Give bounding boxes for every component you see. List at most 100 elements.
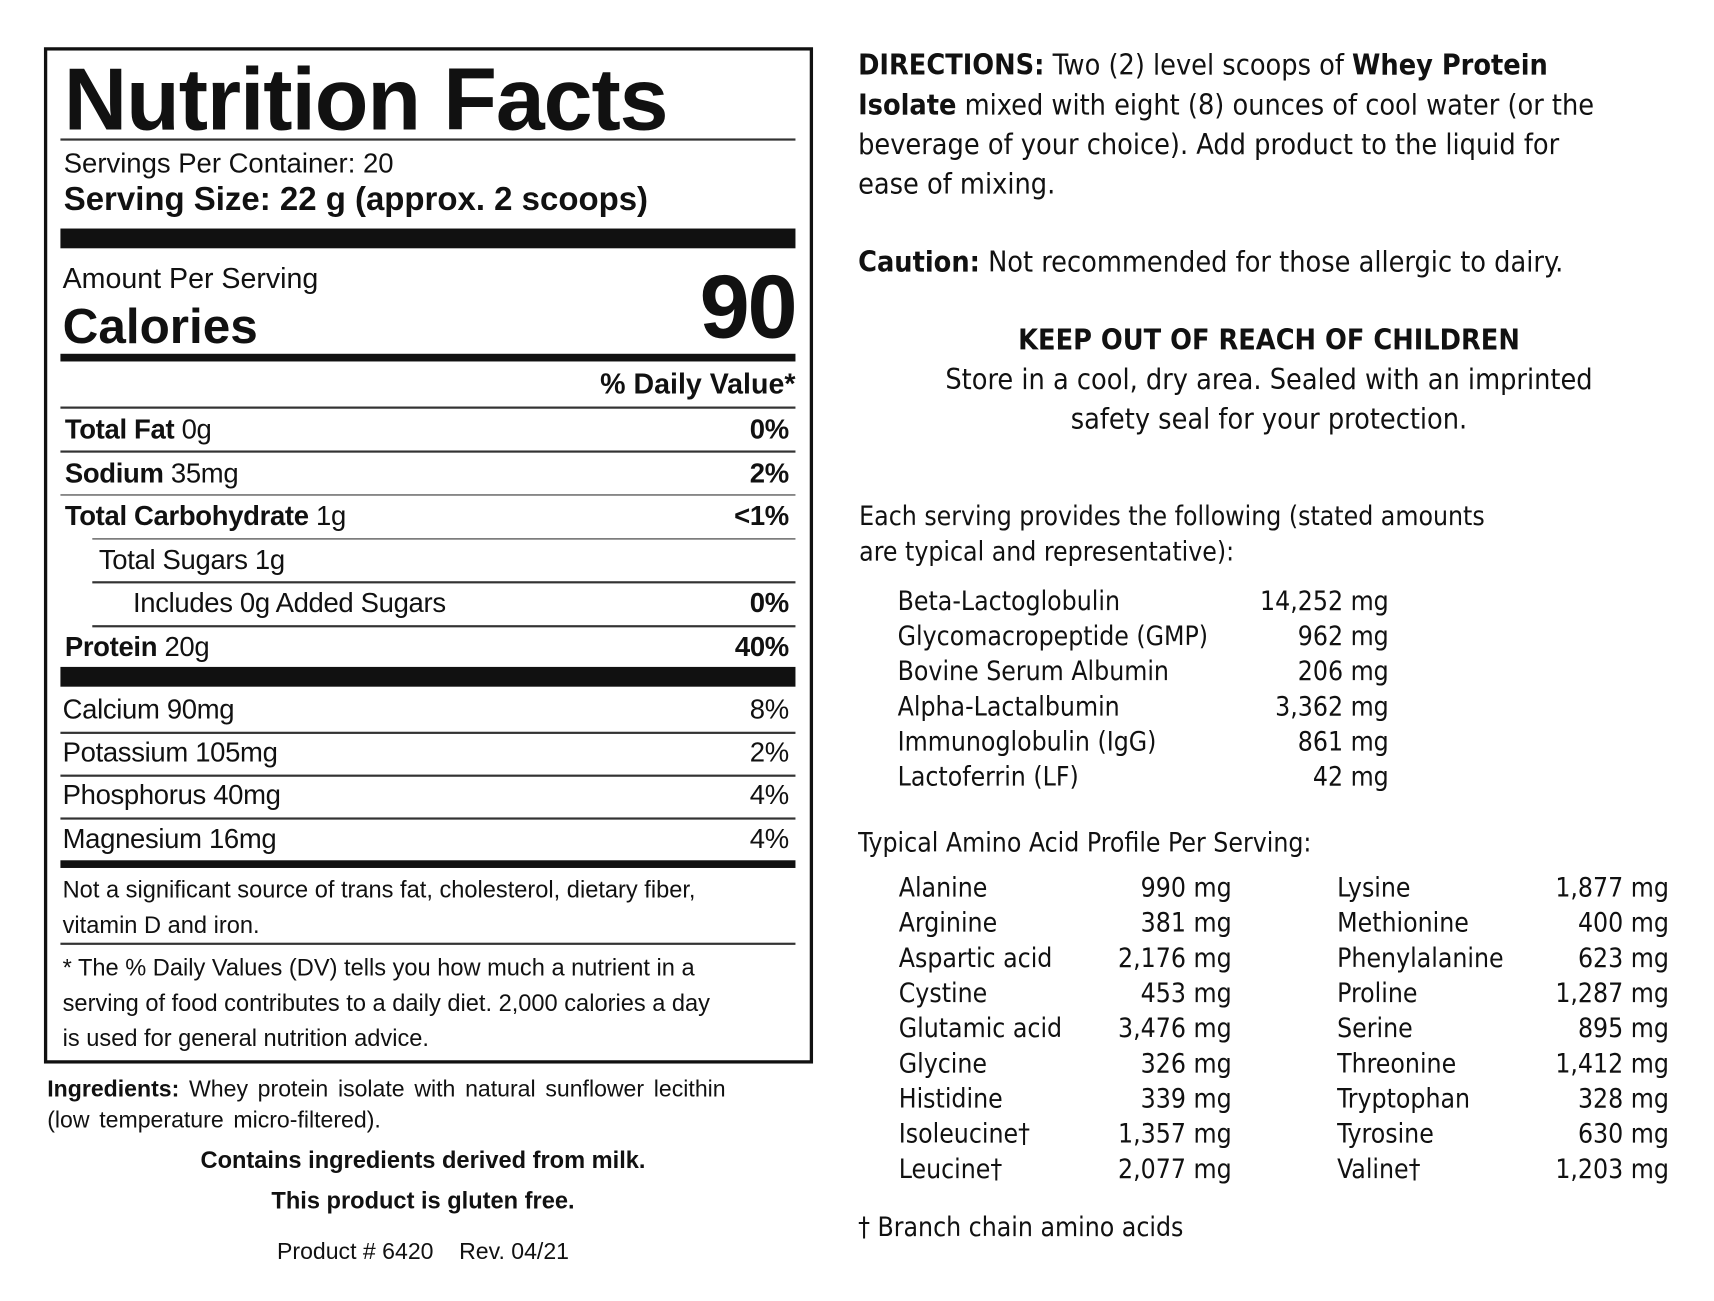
amino-acid-value: 990 mg <box>1140 872 1232 904</box>
allergen-statement: Contains ingredients derived from milk. <box>200 1147 646 1174</box>
fraction-name: Beta-Lactoglobulin <box>897 585 1121 617</box>
not-significant-note: Not a significant source of trans fat, c… <box>62 876 696 939</box>
nutrition-facts-panel <box>43 47 814 1064</box>
fractions-intro: Each serving provides the following (sta… <box>859 501 1485 567</box>
mineral-row: Phosphorus 40mg 4% <box>60 779 790 812</box>
nutrient-dv: 2% <box>749 457 789 489</box>
amino-acid-name: Arginine <box>898 907 998 939</box>
mineral-row: Potassium 105mg 2% <box>60 736 790 769</box>
nutrient-row: Sodium 35mg 2% <box>60 457 789 490</box>
storage-line-1: Store in a cool, dry area. Sealed with a… <box>945 363 1593 397</box>
fraction-value: 42 mg <box>1312 761 1389 793</box>
row-divider <box>60 731 796 734</box>
amino-acid-value: 1,203 mg <box>1555 1153 1669 1185</box>
nutrient-dv: 0% <box>749 414 789 445</box>
mineral-name: Calcium 90mg <box>62 694 235 726</box>
nutrient-name: Protein 20g <box>64 631 210 663</box>
directions: DIRECTIONS: Two (2) level scoops of Whey… <box>858 49 1595 202</box>
amino-acid-name: Methionine <box>1337 907 1469 939</box>
mineral-name: Magnesium 16mg <box>62 823 277 855</box>
amino-acid-name: Glycine <box>898 1048 988 1079</box>
amino-acid-value: 1,877 mg <box>1555 872 1669 904</box>
fraction-name: Bovine Serum Albumin <box>897 655 1169 687</box>
bcaa-footnote: † Branch chain amino acids <box>858 1211 1184 1243</box>
amino-title: Typical Amino Acid Profile Per Serving: <box>858 827 1312 859</box>
medium-divider <box>60 860 796 868</box>
row-divider <box>60 450 796 453</box>
amino-acid-name: Threonine <box>1337 1048 1457 1079</box>
row-divider <box>92 625 796 628</box>
nutrient-dv: <1% <box>734 501 789 532</box>
nutrient-name: Sodium 35mg <box>64 457 239 489</box>
mineral-dv: 2% <box>749 737 789 769</box>
amino-acid-value: 400 mg <box>1577 907 1669 939</box>
thick-divider <box>60 666 796 687</box>
amino-acid-value: 895 mg <box>1577 1013 1669 1044</box>
mineral-name: Potassium 105mg <box>62 737 278 769</box>
nutrient-row: Total Fat 0g 0% <box>60 413 789 446</box>
product-number: Product # 6420 Rev. 04/21 <box>276 1239 570 1265</box>
amino-acid-name: Glutamic acid <box>898 1013 1063 1044</box>
row-divider <box>60 817 796 820</box>
amino-acid-value: 630 mg <box>1577 1118 1669 1150</box>
amino-acid-value: 1,357 mg <box>1118 1118 1232 1150</box>
nutrient-row: Total Carbohydrate 1g <1% <box>60 500 789 533</box>
fraction-value: 3,362 mg <box>1275 691 1389 722</box>
amino-acid-value: 2,176 mg <box>1118 942 1232 974</box>
amino-acid-value: 326 mg <box>1140 1048 1232 1079</box>
amino-acid-name: Lysine <box>1337 872 1411 904</box>
nutrient-row: Includes 0g Added Sugars 0% <box>60 587 789 620</box>
servings-per-container: Servings Per Container: 20 <box>63 148 394 180</box>
fraction-value: 206 mg <box>1297 655 1389 687</box>
amino-acid-value: 2,077 mg <box>1118 1153 1232 1185</box>
daily-value-header: % Daily Value* <box>600 366 796 400</box>
amino-acid-value: 339 mg <box>1140 1083 1232 1115</box>
fraction-value: 962 mg <box>1297 620 1389 652</box>
amino-acid-value: 328 mg <box>1577 1083 1669 1115</box>
nutrient-name: Includes 0g Added Sugars <box>132 588 446 619</box>
amino-acid-value: 3,476 mg <box>1118 1013 1232 1044</box>
row-divider <box>60 406 796 409</box>
amino-acid-name: Alanine <box>898 872 988 904</box>
medium-divider <box>60 353 796 362</box>
amino-acid-name: Cystine <box>898 977 988 1009</box>
amino-acid-name: Tyrosine <box>1337 1118 1434 1150</box>
calories-label: Calories <box>62 297 258 354</box>
fraction-value: 14,252 mg <box>1260 585 1389 617</box>
row-divider <box>92 537 796 540</box>
fraction-name: Alpha-Lactalbumin <box>897 691 1120 722</box>
amount-per-serving: Amount Per Serving <box>62 261 319 295</box>
fraction-value: 861 mg <box>1297 726 1389 758</box>
amino-acid-value: 381 mg <box>1140 907 1232 939</box>
fraction-name: Glycomacropeptide (GMP) <box>897 620 1209 652</box>
ingredients: Ingredients: Whey protein isolate with n… <box>47 1076 726 1133</box>
nutrient-name: Total Carbohydrate 1g <box>64 501 346 532</box>
amino-acid-name: Phenylalanine <box>1337 942 1504 974</box>
nutrient-dv: 40% <box>734 631 789 663</box>
storage-line-2: safety seal for your protection. <box>1070 403 1468 437</box>
amino-acid-value: 623 mg <box>1577 942 1669 974</box>
caution: Caution: Not recommended for those aller… <box>858 246 1564 280</box>
amino-acid-name: Proline <box>1337 977 1418 1009</box>
amino-acid-value: 453 mg <box>1140 977 1232 1009</box>
amino-acid-name: Valine† <box>1337 1153 1421 1185</box>
label-title: Nutrition Facts <box>63 50 669 149</box>
mineral-dv: 4% <box>749 823 789 855</box>
amino-acid-value: 1,287 mg <box>1555 977 1669 1009</box>
nutrient-row: Total Sugars 1g <box>60 544 788 577</box>
amino-acid-name: Serine <box>1337 1013 1413 1044</box>
nutrient-name: Total Fat 0g <box>64 414 212 445</box>
thick-divider <box>60 228 796 249</box>
serving-size: Serving Size: 22 g (approx. 2 scoops) <box>63 181 649 218</box>
amino-acid-name: Tryptophan <box>1337 1083 1471 1115</box>
mineral-dv: 4% <box>749 780 789 812</box>
row-divider <box>60 494 796 496</box>
fraction-name: Lactoferrin (LF) <box>897 761 1079 793</box>
keep-out-warning: KEEP OUT OF REACH OF CHILDREN <box>1018 324 1520 358</box>
calories-value: 90 <box>699 257 798 358</box>
row-divider <box>60 774 796 777</box>
amino-acid-value: 1,412 mg <box>1555 1048 1669 1079</box>
gluten-statement: This product is gluten free. <box>271 1187 575 1215</box>
amino-acid-name: Histidine <box>898 1083 1003 1115</box>
nutrient-row: Protein 20g 40% <box>60 631 789 664</box>
